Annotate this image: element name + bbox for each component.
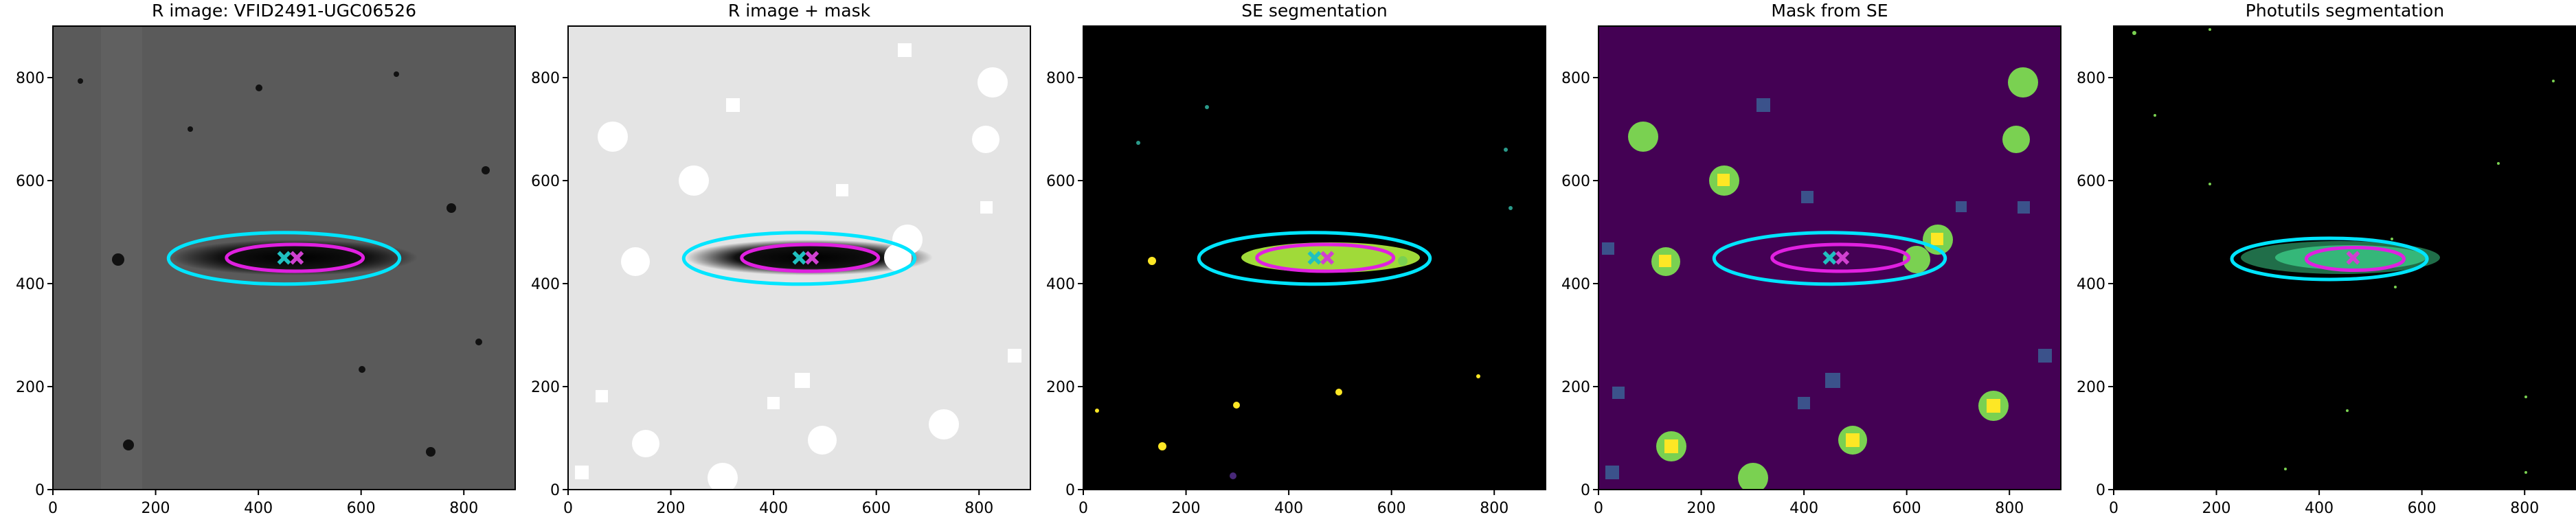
panel-title: R image: VFID2491-UGC06526 — [152, 1, 416, 21]
y-tick-label: 400 — [2077, 276, 2105, 293]
panel-title: SE segmentation — [1241, 1, 1387, 21]
x-tick-label: 600 — [2408, 500, 2437, 515]
marker — [805, 251, 820, 265]
ellipse — [1712, 231, 1947, 286]
y-tick-label: 400 — [16, 276, 45, 293]
stars — [78, 71, 490, 457]
x-tick-label: 0 — [1078, 500, 1088, 515]
x-tick-label: 400 — [1274, 500, 1303, 515]
x-tick-label: 800 — [1995, 500, 2024, 515]
axes-frame — [567, 25, 1031, 490]
segments — [1095, 105, 1513, 479]
y-tick-label: 200 — [2077, 379, 2105, 396]
panel: SE segmentation 0 200 400 600 800 0 200 400 600 80… — [1046, 1, 1546, 515]
marker — [1320, 251, 1335, 265]
y-tick-label: 800 — [1561, 70, 1590, 87]
marker — [1822, 251, 1837, 265]
panel: R image: VFID2491-UGC06526 0 200 400 600 800 0… — [16, 1, 516, 515]
y-tick-label: 0 — [1581, 482, 1590, 499]
y-tick-label: 600 — [2077, 173, 2105, 190]
x-tick-label: 0 — [1594, 500, 1603, 515]
y-tick-label: 800 — [16, 70, 45, 87]
x-tick-label: 0 — [48, 500, 58, 515]
panel: R image + mask 0 200 400 600 800 0 200 400 600 800 — [531, 1, 1031, 515]
y-tick-label: 800 — [1046, 70, 1075, 87]
axes-frame — [1598, 25, 2061, 490]
y-tick-label: 400 — [531, 276, 560, 293]
y-tick-label: 0 — [2096, 482, 2105, 499]
ellipse — [1770, 242, 1911, 273]
x-tick-label: 200 — [1687, 500, 1716, 515]
mask-shapes — [575, 43, 1021, 490]
y-tick-label: 600 — [531, 173, 560, 190]
panel: Mask from SE 0 200 400 600 800 0 200 400 600 800 — [1561, 1, 2061, 515]
segments — [2132, 28, 2555, 474]
y-tick-label: 800 — [531, 70, 560, 87]
y-tick-label: 400 — [1046, 276, 1075, 293]
x-tick-label: 200 — [142, 500, 170, 515]
x-tick-label: 600 — [1893, 500, 1921, 515]
marker — [1835, 251, 1850, 265]
y-tick-label: 600 — [1561, 173, 1590, 190]
x-tick-label: 200 — [657, 500, 686, 515]
marker — [2346, 251, 2360, 265]
ellipse — [740, 242, 881, 273]
y-tick-label: 0 — [35, 482, 45, 499]
y-tick-label: 800 — [2077, 70, 2105, 87]
marker — [792, 251, 806, 265]
ellipse — [166, 231, 402, 286]
x-tick-label: 200 — [2202, 500, 2231, 515]
axes-frame — [2113, 25, 2576, 490]
x-tick-label: 800 — [964, 500, 993, 515]
y-tick-label: 600 — [1046, 173, 1075, 190]
y-tick-label: 200 — [1046, 379, 1075, 396]
marker — [290, 251, 304, 265]
panel-title: R image + mask — [728, 1, 871, 21]
y-tick-label: 200 — [531, 379, 560, 396]
panel: Photutils segmentation 0 200 400 600 800 0 200 4… — [2077, 1, 2576, 515]
x-tick-label: 600 — [347, 500, 376, 515]
y-tick-label: 200 — [1561, 379, 1590, 396]
y-tick-label: 0 — [1065, 482, 1075, 499]
x-tick-label: 400 — [759, 500, 788, 515]
marker — [1307, 251, 1322, 265]
axes-frame — [52, 25, 516, 490]
x-tick-label: 800 — [449, 500, 478, 515]
ellipse — [2304, 246, 2406, 272]
marker — [277, 251, 291, 265]
x-tick-label: 400 — [244, 500, 273, 515]
x-tick-label: 400 — [1789, 500, 1818, 515]
ellipse — [1255, 242, 1396, 273]
panel-title: Photutils segmentation — [2246, 1, 2444, 21]
ellipse — [225, 242, 365, 273]
x-tick-label: 600 — [862, 500, 891, 515]
x-tick-label: 800 — [1480, 500, 1509, 515]
x-tick-label: 600 — [1377, 500, 1406, 515]
y-tick-label: 600 — [16, 173, 45, 190]
y-tick-label: 200 — [16, 379, 45, 396]
panel-title: Mask from SE — [1771, 1, 1888, 21]
x-tick-label: 0 — [563, 500, 573, 515]
ellipse — [681, 231, 917, 286]
ellipse — [2230, 236, 2429, 282]
axes-frame — [1083, 25, 1546, 490]
x-tick-label: 400 — [2305, 500, 2334, 515]
x-tick-label: 800 — [2510, 500, 2539, 515]
y-tick-label: 400 — [1561, 276, 1590, 293]
ellipse — [1197, 231, 1432, 286]
y-tick-label: 0 — [550, 482, 560, 499]
x-tick-label: 200 — [1172, 500, 1201, 515]
x-tick-label: 0 — [2109, 500, 2119, 515]
